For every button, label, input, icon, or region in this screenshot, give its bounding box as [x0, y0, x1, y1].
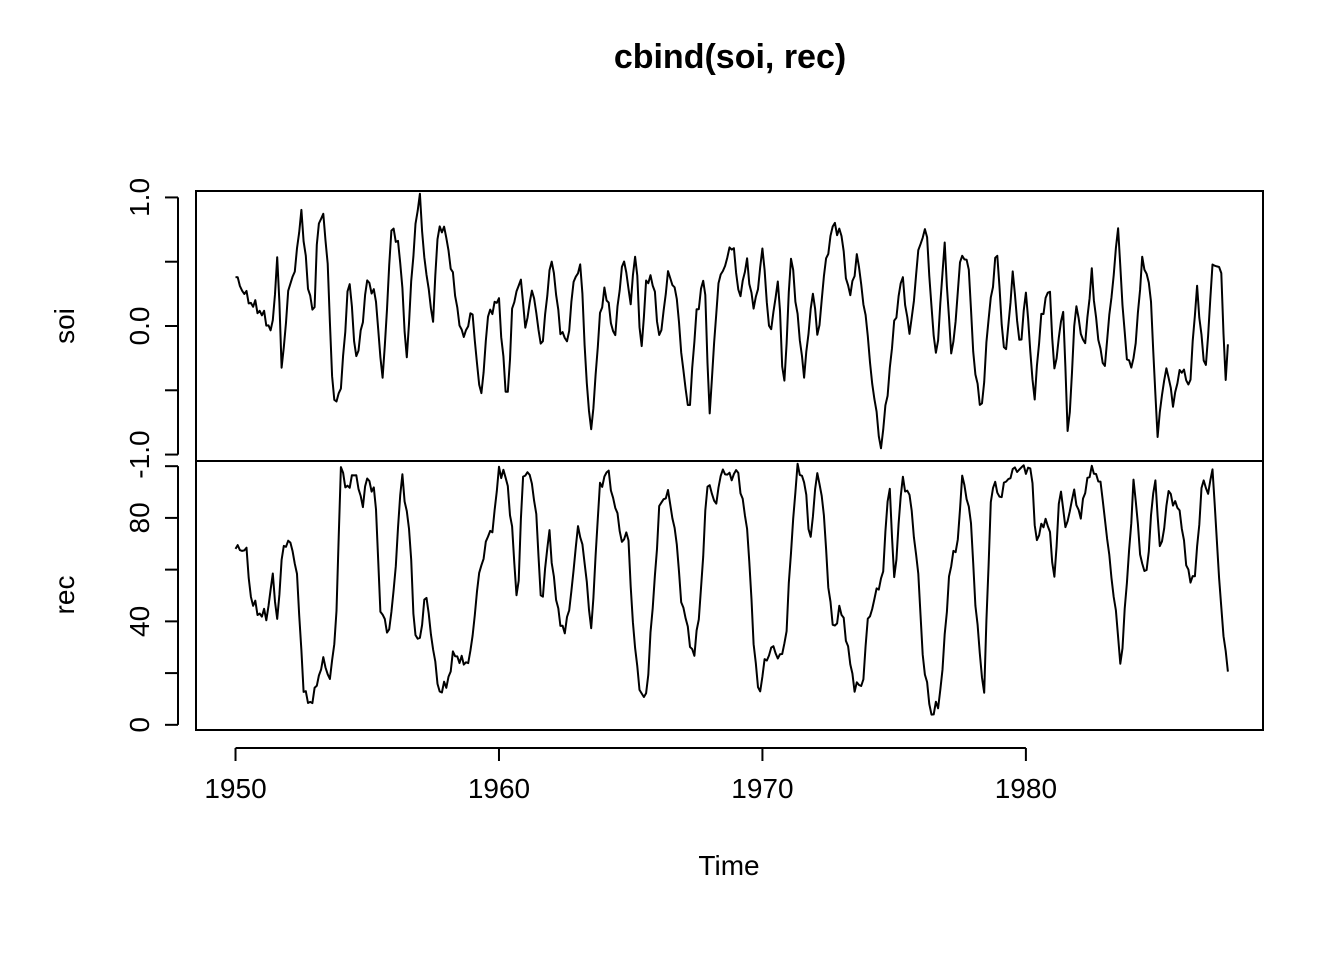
- x-tick-label: 1960: [468, 773, 530, 804]
- soi-panel: -1.0 0.0 1.0 soi: [49, 178, 1264, 479]
- rec-panel: 0 40 80 rec: [49, 460, 1264, 733]
- rec-y-axis: 0 40 80: [124, 465, 179, 733]
- rec-y-tick-label: 0: [124, 717, 155, 733]
- rec-y-tick-label: 40: [124, 606, 155, 637]
- soi-series-line: [235, 192, 1229, 450]
- rec-y-label: rec: [49, 576, 80, 615]
- chart-title: cbind(soi, rec): [614, 38, 846, 76]
- soi-y-axis: -1.0 0.0 1.0: [124, 178, 179, 479]
- rec-plot-frame: [195, 460, 1264, 731]
- soi-plot-frame: [195, 190, 1264, 462]
- soi-y-tick-label: -1.0: [124, 430, 155, 478]
- rec-y-tick-label: 80: [124, 502, 155, 533]
- rec-series-line: [234, 462, 1229, 716]
- soi-y-label: soi: [49, 308, 80, 344]
- x-tick-label: 1950: [204, 773, 266, 804]
- soi-y-tick-label: 0.0: [124, 307, 155, 346]
- x-axis: 1950 1960 1970 1980: [204, 747, 1057, 804]
- x-tick-label: 1970: [731, 773, 793, 804]
- soi-y-tick-label: 1.0: [124, 178, 155, 217]
- x-axis-label: Time: [698, 850, 759, 881]
- x-tick-label: 1980: [995, 773, 1057, 804]
